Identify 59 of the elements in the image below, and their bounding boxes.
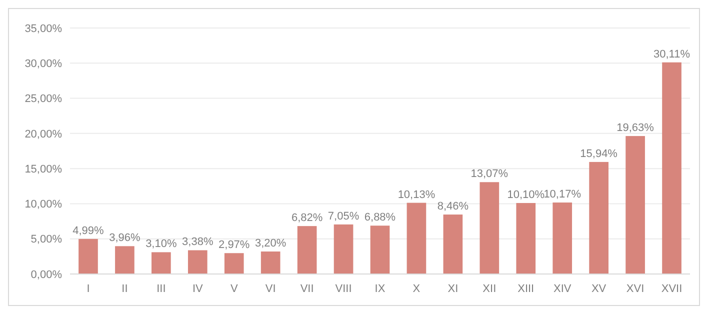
data-label: 3,38%	[182, 236, 214, 248]
bar	[188, 250, 208, 274]
bar	[589, 162, 608, 274]
data-label: 10,17%	[544, 188, 582, 201]
x-tick-label: II	[122, 283, 128, 295]
x-tick-label: VIII	[335, 283, 352, 295]
data-label: 6,82%	[291, 212, 323, 224]
x-tick-label: XVI	[626, 283, 644, 295]
x-tick-label: V	[230, 283, 238, 295]
data-label: 2,97%	[218, 239, 250, 252]
data-label: 10,10%	[507, 189, 545, 202]
data-label: 4,99%	[72, 224, 104, 237]
x-tick-label: XI	[448, 283, 458, 295]
data-label: 6,88%	[364, 212, 396, 224]
data-label: 15,94%	[580, 148, 618, 160]
y-tick-label: 10,00%	[24, 198, 62, 211]
y-tick-label: 0,00%	[30, 268, 62, 281]
bar	[370, 226, 390, 274]
x-tick-label: VI	[265, 283, 276, 295]
y-tick-label: 5,00%	[30, 234, 62, 246]
bar	[152, 252, 171, 274]
data-label: 3,96%	[109, 232, 141, 244]
bar	[115, 246, 134, 274]
bar	[552, 202, 572, 274]
y-tick-label: 25,00%	[24, 93, 62, 106]
y-tick-label: 35,00%	[24, 22, 62, 35]
data-label: 7,05%	[328, 210, 360, 222]
bar	[443, 214, 463, 274]
data-label: 30,11%	[654, 48, 690, 60]
x-tick-label: VII	[300, 283, 314, 295]
data-label: 13,07%	[470, 168, 508, 180]
x-tick-label: XV	[591, 283, 607, 295]
data-label: 8,46%	[437, 200, 469, 213]
x-tick-label: III	[156, 283, 166, 295]
bar	[224, 253, 244, 274]
data-label: 10,13%	[398, 188, 436, 201]
bar	[406, 202, 426, 274]
data-label: 3,20%	[254, 238, 286, 250]
x-tick-label: IX	[374, 283, 386, 295]
y-tick-label: 15,00%	[24, 163, 62, 176]
x-tick-label: I	[86, 283, 90, 295]
bar	[334, 224, 354, 274]
x-tick-label: XIV	[553, 283, 572, 295]
bar	[626, 136, 645, 274]
bar	[662, 62, 682, 274]
x-tick-label: X	[412, 283, 421, 295]
x-tick-label: IV	[192, 283, 204, 295]
bar	[260, 252, 280, 274]
data-label: 19,63%	[616, 122, 654, 134]
x-tick-label: XIII	[518, 283, 534, 295]
data-label: 3,10%	[146, 238, 177, 250]
bar	[78, 238, 98, 274]
bar	[516, 203, 536, 274]
y-tick-label: 30,00%	[24, 58, 62, 70]
bar	[297, 226, 317, 274]
x-tick-label: XVII	[661, 283, 682, 295]
bar	[480, 182, 500, 274]
x-tick-label: XII	[482, 283, 496, 295]
y-tick-label: 20,00%	[24, 128, 62, 140]
